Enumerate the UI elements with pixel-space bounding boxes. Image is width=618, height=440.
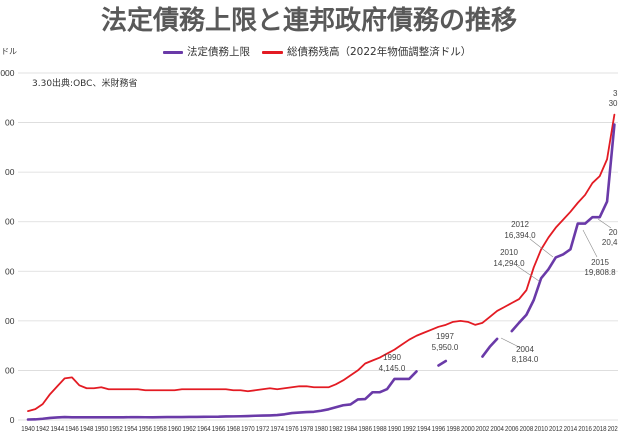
annotation-year-label: 3	[613, 89, 618, 98]
x-tick-label: 1964	[197, 424, 211, 433]
grid-lines	[18, 72, 618, 421]
x-tick-label: 1986	[358, 424, 372, 433]
x-tick-label: 1940	[21, 424, 35, 433]
annotation-value-label: 30	[609, 99, 618, 108]
x-tick-label: 2000	[461, 424, 475, 433]
x-tick-label: 2002	[476, 424, 490, 433]
annotation-year-label: 1990	[383, 353, 401, 362]
x-tick-label: 2012	[549, 424, 563, 433]
y-tick-label: 000	[0, 68, 14, 78]
y-tick-label: 00	[5, 365, 15, 375]
y-tick-label: 00	[5, 316, 15, 326]
x-tick-label: 1970	[241, 424, 255, 433]
x-tick-label: 1990	[388, 424, 402, 433]
x-tick-label: 202	[608, 424, 618, 433]
annotation-year-label: 2015	[591, 258, 609, 267]
x-tick-label: 1992	[402, 424, 416, 433]
y-tick-label: 00	[5, 266, 15, 276]
x-tick-label: 1998	[446, 424, 460, 433]
x-tick-label: 2010	[534, 424, 548, 433]
x-tick-label: 1974	[270, 424, 284, 433]
x-tick-label: 1954	[124, 424, 138, 433]
annotation-year-label: 20	[609, 228, 618, 237]
x-tick-label: 2014	[564, 424, 578, 433]
x-tick-label: 2006	[505, 424, 519, 433]
annotation-value-label: 20,4	[602, 238, 618, 247]
annotation-value-label: 14,294.0	[493, 259, 525, 268]
x-tick-label: 1982	[329, 424, 343, 433]
series-line-debt-limit	[481, 337, 499, 358]
annotation-leader-line	[529, 238, 554, 258]
legend-swatch-debt-limit	[163, 50, 183, 54]
chart-title: 法定債務上限と連邦政府債務の推移	[100, 6, 517, 36]
x-tick-label: 1972	[256, 424, 270, 433]
x-tick-label: 1962	[182, 424, 196, 433]
annotation-year-label: 2004	[516, 345, 534, 354]
x-tick-label: 1966	[212, 424, 226, 433]
x-tick-label: 1944	[51, 424, 65, 433]
annotation-value-label: 19,808.8	[584, 268, 616, 277]
y-tick-label: 00	[5, 167, 15, 177]
annotation-value-label: 4,145.0	[379, 364, 406, 373]
x-tick-label: 2016	[578, 424, 592, 433]
x-axis-tick-labels: 1940 1942 1944 1946 1948 1950 1952 1954 1956 1958…	[21, 424, 618, 433]
annotation-year-label: 1997	[436, 332, 454, 341]
series-line-total-debt	[27, 113, 616, 412]
y-tick-label: 00	[5, 217, 15, 227]
series-lines	[26, 113, 616, 421]
annotation-year-label: 2012	[511, 220, 529, 229]
annotation-leader-line	[582, 229, 598, 258]
annotation-leader-line	[597, 218, 612, 229]
x-tick-label: 1948	[80, 424, 94, 433]
legend-swatch-total-debt	[262, 50, 283, 54]
y-axis-unit-label: ドル	[1, 47, 17, 56]
x-tick-label: 2018	[593, 424, 607, 433]
x-tick-label: 2004	[490, 424, 504, 433]
annotation-year-label: 2010	[500, 248, 518, 257]
series-line-debt-limit	[510, 123, 616, 333]
x-tick-label: 1952	[109, 424, 123, 433]
y-tick-label: 0	[10, 415, 15, 425]
x-tick-label: 1996	[432, 424, 446, 433]
series-line-debt-limit	[437, 359, 448, 367]
x-tick-label: 1976	[285, 424, 299, 433]
legend-label-debt-limit: 法定債務上限	[187, 46, 250, 58]
annotation-value-label: 16,394.0	[504, 231, 536, 240]
series-line-debt-limit	[26, 370, 418, 421]
x-tick-label: 1956	[138, 424, 152, 433]
annotation-value-label: 8,184.0	[512, 355, 539, 364]
x-tick-label: 1946	[65, 424, 79, 433]
x-tick-label: 1968	[226, 424, 240, 433]
x-tick-label: 1950	[95, 424, 109, 433]
legend-label-total-debt: 総債務残高（2022年物価調整済ドル）	[287, 46, 472, 58]
x-tick-label: 1980	[314, 424, 328, 433]
annotation-value-label: 5,950.0	[432, 343, 459, 352]
annotation-leader-line	[516, 265, 540, 282]
annotation-leader-line	[500, 337, 522, 349]
x-tick-label: 1942	[36, 424, 50, 433]
x-tick-label: 1994	[417, 424, 431, 433]
source-note: 3.30出典:OBC、米財務省	[32, 79, 138, 89]
x-tick-label: 1984	[344, 424, 358, 433]
y-tick-label: 00	[5, 118, 15, 128]
x-tick-label: 1958	[153, 424, 167, 433]
x-tick-label: 1988	[373, 424, 387, 433]
x-tick-label: 1978	[300, 424, 314, 433]
x-tick-label: 2008	[520, 424, 534, 433]
x-tick-label: 1960	[168, 424, 182, 433]
